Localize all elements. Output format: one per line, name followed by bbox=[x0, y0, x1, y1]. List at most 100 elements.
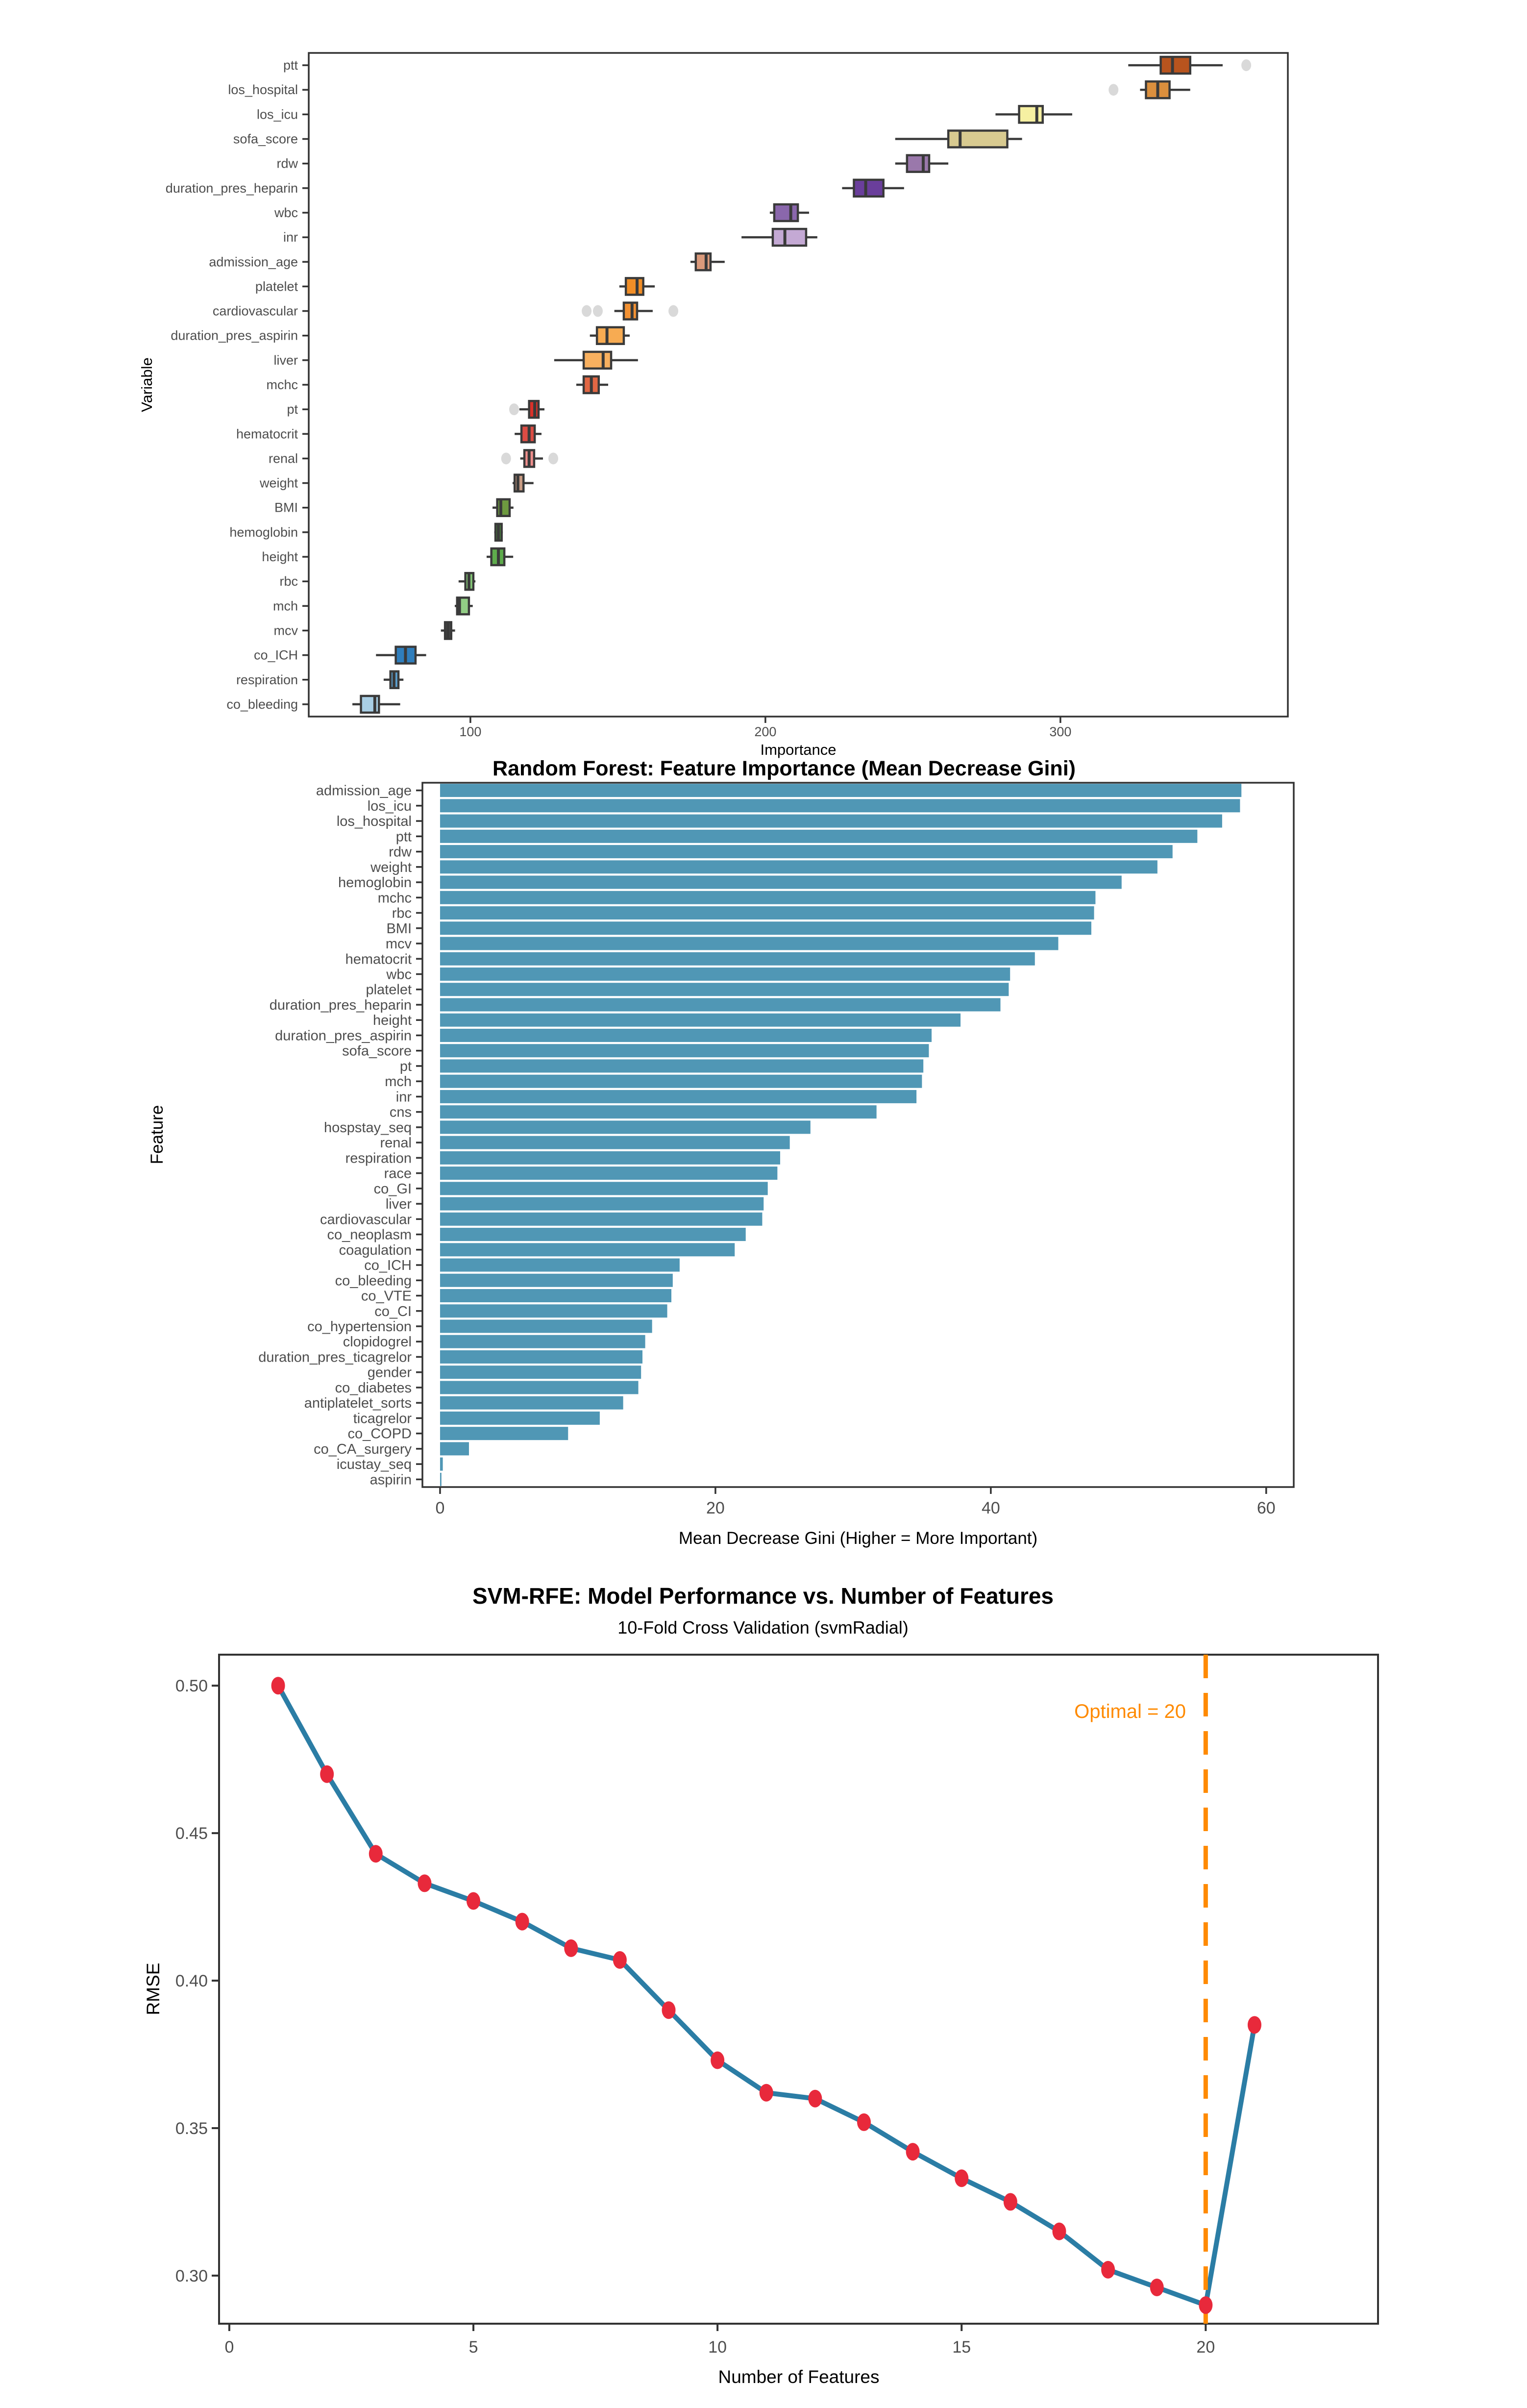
bar bbox=[440, 1151, 780, 1165]
bar bbox=[440, 1442, 469, 1456]
data-point bbox=[320, 1765, 334, 1783]
bar bbox=[440, 937, 1059, 950]
bar bbox=[440, 921, 1091, 935]
data-point bbox=[906, 2143, 920, 2161]
category-label: wbc bbox=[386, 967, 412, 982]
category-label: hemoglobin bbox=[338, 875, 412, 891]
category-label: renal bbox=[380, 1135, 412, 1151]
bar bbox=[440, 906, 1094, 920]
bar bbox=[440, 1228, 746, 1241]
data-point bbox=[662, 2001, 676, 2019]
x-tick-label: 10 bbox=[708, 2338, 727, 2357]
box bbox=[773, 203, 799, 223]
chart-subtitle: 10-Fold Cross Validation (svmRadial) bbox=[617, 1617, 909, 1638]
bar bbox=[440, 1258, 680, 1272]
category-label: duration_pres_heparin bbox=[270, 997, 412, 1013]
y-axis-title: Feature bbox=[148, 1105, 167, 1165]
chart-title: Random Forest: Feature Importance (Mean … bbox=[493, 757, 1076, 780]
category-label: co_CA_surgery bbox=[314, 1441, 412, 1457]
category-label: renal bbox=[269, 451, 298, 466]
category-label: icustay_seq bbox=[337, 1457, 412, 1472]
line-chart: SVM-RFE: Model Performance vs. Number of… bbox=[143, 1583, 1379, 2387]
bar bbox=[440, 1074, 922, 1088]
x-tick-label: 5 bbox=[469, 2338, 478, 2357]
bar bbox=[440, 875, 1122, 889]
bar bbox=[440, 1427, 568, 1440]
category-label: co_neoplasm bbox=[327, 1227, 412, 1243]
category-label: duration_pres_heparin bbox=[166, 181, 298, 196]
category-label: duration_pres_aspirin bbox=[171, 328, 298, 343]
category-label: pt bbox=[400, 1059, 412, 1074]
box bbox=[906, 154, 931, 173]
bar bbox=[440, 1289, 671, 1303]
category-label: sofa_score bbox=[342, 1043, 412, 1059]
bar bbox=[440, 1013, 961, 1027]
bar bbox=[440, 1243, 735, 1257]
category-label: liver bbox=[386, 1196, 412, 1212]
data-point bbox=[271, 1677, 285, 1695]
category-label: cardiovascular bbox=[320, 1212, 412, 1227]
y-tick-label: 0.50 bbox=[175, 1677, 208, 1695]
bar bbox=[440, 1120, 811, 1134]
outlier-dot bbox=[548, 452, 559, 465]
data-point bbox=[711, 2051, 725, 2069]
outlier-dot bbox=[1241, 59, 1252, 72]
bar bbox=[440, 814, 1222, 828]
category-label: co_GI bbox=[374, 1181, 412, 1197]
category-label: respiration bbox=[345, 1150, 412, 1166]
x-tick-label: 40 bbox=[982, 1499, 1000, 1517]
category-label: co_diabetes bbox=[335, 1380, 412, 1396]
category-label: height bbox=[373, 1013, 412, 1028]
box bbox=[947, 129, 1009, 149]
category-label: sofa_score bbox=[233, 132, 298, 147]
bar bbox=[440, 1105, 877, 1119]
category-label: inr bbox=[396, 1089, 412, 1105]
category-label: cns bbox=[390, 1105, 412, 1120]
data-point bbox=[515, 1912, 529, 1931]
category-label: rbc bbox=[392, 906, 412, 921]
x-axis-title: Importance bbox=[760, 741, 836, 758]
category-label: hematocrit bbox=[236, 426, 298, 441]
bar bbox=[440, 983, 1009, 996]
bar bbox=[440, 1457, 443, 1471]
box bbox=[1159, 55, 1191, 75]
x-tick-label: 300 bbox=[1049, 724, 1071, 739]
data-point bbox=[1101, 2260, 1115, 2279]
boxplot-marks: 100 200 300 ptt los_hospital los_icu sofa_scor… bbox=[166, 55, 1252, 739]
category-label: platelet bbox=[366, 982, 412, 998]
data-point bbox=[955, 2169, 969, 2187]
trend-line bbox=[275, 1683, 1257, 2308]
data-point bbox=[1052, 2222, 1066, 2240]
box bbox=[853, 178, 885, 198]
data-point bbox=[1150, 2278, 1164, 2296]
category-label: height bbox=[262, 549, 298, 564]
bar bbox=[440, 1335, 645, 1348]
bar bbox=[440, 1197, 764, 1211]
box bbox=[496, 498, 511, 517]
boxplot-chart: 100 200 300 ptt los_hospital los_icu sofa_scor… bbox=[138, 52, 1289, 758]
bar bbox=[440, 1090, 917, 1103]
data-point bbox=[564, 1939, 578, 1957]
bar bbox=[440, 1273, 673, 1287]
category-label: BMI bbox=[274, 500, 298, 515]
optimal-annotation: Optimal = 20 bbox=[1074, 1701, 1186, 1722]
category-label: duration_pres_ticagrelor bbox=[258, 1349, 412, 1365]
y-axis-title: Variable bbox=[138, 357, 155, 412]
category-label: antiplatelet_sorts bbox=[304, 1395, 412, 1411]
category-label: rdw bbox=[276, 156, 298, 171]
category-label: co_COPD bbox=[347, 1426, 412, 1442]
data-point bbox=[808, 2089, 822, 2108]
chart-title: SVM-RFE: Model Performance vs. Number of… bbox=[472, 1583, 1054, 1609]
panel-border bbox=[308, 52, 1289, 718]
x-tick-label: 0 bbox=[436, 1499, 445, 1517]
data-point bbox=[369, 1845, 383, 1863]
y-tick-label: 0.40 bbox=[175, 1972, 208, 1990]
bar bbox=[440, 1304, 667, 1318]
data-point bbox=[759, 2084, 773, 2102]
x-tick-label: 20 bbox=[706, 1499, 725, 1517]
y-tick-label: 0.30 bbox=[175, 2267, 208, 2285]
category-label: los_icu bbox=[368, 798, 412, 814]
category-label: cardiovascular bbox=[213, 304, 298, 319]
category-label: mchc bbox=[378, 890, 412, 906]
